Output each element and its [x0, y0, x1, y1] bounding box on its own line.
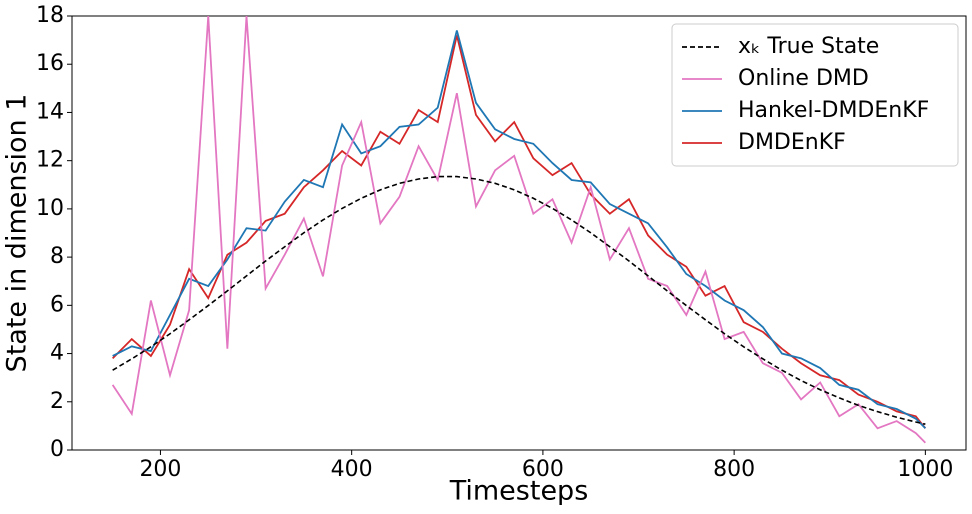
x-tick-label: 600 [522, 457, 564, 482]
y-tick-label: 8 [50, 244, 64, 269]
y-tick-label: 18 [36, 3, 64, 28]
y-axis-label: State in dimension 1 [2, 94, 33, 373]
y-tick-label: 16 [36, 51, 64, 76]
x-tick-label: 800 [713, 457, 755, 482]
series-line [111, 16, 926, 444]
legend-box [671, 23, 959, 167]
y-tick-label: 4 [50, 341, 64, 366]
y-tick-label: 6 [50, 292, 64, 317]
y-tick-label: 2 [50, 389, 64, 414]
y-tick-label: 12 [36, 148, 64, 173]
y-tick-label: 14 [36, 99, 64, 124]
y-tick-label: 10 [36, 196, 64, 221]
series-line [112, 175, 926, 425]
x-tick-label: 200 [139, 457, 181, 482]
legend-label: Hankel-DMDEnKF [738, 98, 929, 123]
legend-label: xₖ True State [738, 34, 879, 59]
series-line [112, 30, 926, 429]
x-tick-label: 1000 [897, 457, 953, 482]
x-tick-label: 400 [331, 457, 373, 482]
series-line [112, 35, 927, 429]
y-tick-label: 0 [50, 437, 64, 462]
legend-label: Online DMD [738, 66, 869, 91]
legend-label: DMDEnKF [738, 130, 846, 155]
plot-frame [71, 15, 967, 451]
lines [111, 16, 927, 444]
x-axis-label: Timesteps [449, 476, 589, 507]
